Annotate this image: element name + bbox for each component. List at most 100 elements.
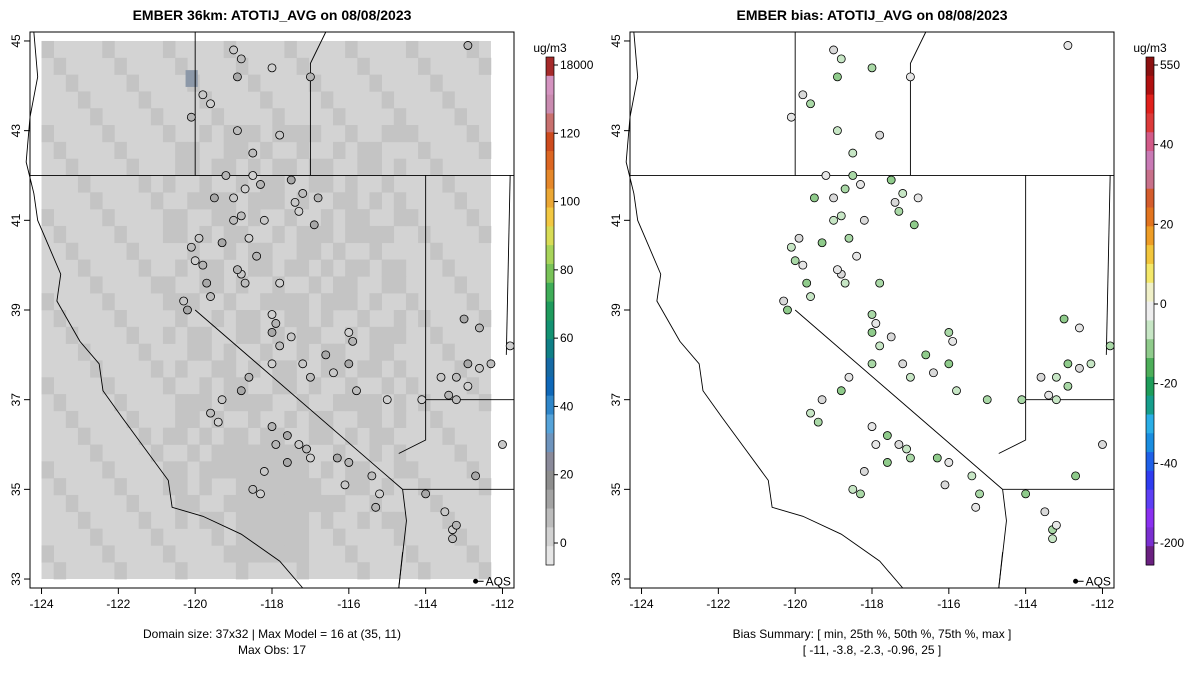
grid-cell xyxy=(260,394,273,412)
colorbar-segment xyxy=(1146,207,1154,227)
grid-cell xyxy=(393,326,407,344)
station-marker xyxy=(294,206,304,216)
station-marker xyxy=(779,296,789,306)
grid-cell xyxy=(53,141,67,159)
grid-cell xyxy=(381,276,395,294)
grid-cell xyxy=(126,326,139,344)
station-marker xyxy=(186,242,196,252)
grid-cell xyxy=(369,427,382,445)
grid-cell xyxy=(77,259,91,277)
grid-cell xyxy=(381,478,395,496)
colorbar-segment xyxy=(546,320,554,340)
station-marker xyxy=(275,278,285,288)
grid-cell xyxy=(320,410,334,429)
grid-cell xyxy=(466,545,480,563)
grid-cell xyxy=(284,494,297,513)
grid-cell xyxy=(381,377,395,395)
station-marker xyxy=(244,233,254,243)
left-colorbar-units: ug/m3 xyxy=(533,41,567,55)
grid-cell xyxy=(405,40,419,59)
colorbar-tick-label: 0 xyxy=(560,536,567,550)
station-marker xyxy=(259,467,269,476)
state-border xyxy=(398,175,427,454)
x-tick-label: -118 xyxy=(260,597,283,611)
colorbar-segment xyxy=(546,188,554,209)
grid-cell xyxy=(248,511,261,529)
colorbar-tick-label: 60 xyxy=(560,331,574,345)
station-marker xyxy=(840,184,850,194)
grid-cell xyxy=(65,494,79,513)
grid-cell xyxy=(393,125,407,143)
grid-cell xyxy=(272,192,285,210)
grid-cell xyxy=(260,259,273,277)
grid-cell xyxy=(357,225,370,244)
grid-cell xyxy=(187,410,200,429)
grid-cell xyxy=(248,545,261,563)
station-marker xyxy=(306,453,315,463)
y-tick-label: 43 xyxy=(609,124,623,138)
coastline xyxy=(625,31,904,589)
grid-cell xyxy=(405,293,419,311)
grid-cell xyxy=(260,511,273,529)
y-tick-label: 45 xyxy=(609,34,623,48)
grid-cell xyxy=(77,91,91,109)
grid-cell xyxy=(381,225,395,244)
x-tick-label: -112 xyxy=(1091,597,1114,611)
grid-cell xyxy=(296,125,310,143)
station-marker xyxy=(332,453,342,463)
station-marker xyxy=(1086,359,1096,369)
grid-cell xyxy=(175,158,188,176)
grid-cell xyxy=(418,225,431,244)
station-marker xyxy=(233,126,242,136)
grid-cell xyxy=(357,209,370,227)
grid-cell xyxy=(199,343,212,361)
state-border xyxy=(909,31,927,176)
station-marker xyxy=(1075,363,1084,373)
grid-cell xyxy=(223,444,237,462)
grid-cell xyxy=(405,209,419,227)
grid-cell xyxy=(284,40,297,59)
station-marker xyxy=(329,368,338,378)
grid-cell xyxy=(175,511,188,529)
grid-cell xyxy=(454,444,467,462)
station-marker xyxy=(1021,489,1031,499)
grid-cell xyxy=(272,158,285,176)
x-tick-label: -122 xyxy=(106,597,130,611)
station-marker xyxy=(206,408,215,418)
grid-cell xyxy=(150,528,164,546)
model-grid-cells xyxy=(41,40,492,580)
state-border xyxy=(998,175,1027,454)
grid-cell xyxy=(102,40,115,59)
colorbar-segment xyxy=(546,151,554,171)
grid-cell xyxy=(272,528,285,546)
station-marker xyxy=(444,390,454,400)
grid-cell xyxy=(454,192,467,210)
station-marker xyxy=(451,395,461,405)
grid-cell xyxy=(65,158,79,176)
grid-cell xyxy=(308,158,322,176)
left-panel-title: EMBER 36km: ATOTIJ_AVG on 08/08/2023 xyxy=(133,7,412,23)
station-marker xyxy=(821,171,831,180)
station-marker xyxy=(1098,440,1107,449)
station-marker xyxy=(1044,390,1054,400)
grid-cell xyxy=(320,293,334,311)
colorbar-segment xyxy=(546,132,554,152)
colorbar-segment xyxy=(546,376,554,397)
station-marker xyxy=(890,197,900,207)
y-tick-label: 41 xyxy=(9,213,23,227)
grid-cell xyxy=(248,410,261,429)
grid-cell xyxy=(369,410,382,429)
colorbar-segment xyxy=(546,433,554,453)
grid-cell xyxy=(175,410,188,429)
y-tick-label: 37 xyxy=(9,393,23,407)
grid-cell xyxy=(369,326,382,344)
grid-cell xyxy=(393,461,407,479)
station-marker xyxy=(806,99,815,109)
grid-cell xyxy=(248,494,261,513)
grid-cell xyxy=(175,209,188,227)
station-marker xyxy=(813,417,823,427)
station-marker xyxy=(236,386,246,396)
station-marker xyxy=(451,372,461,382)
grid-cell xyxy=(90,192,103,210)
